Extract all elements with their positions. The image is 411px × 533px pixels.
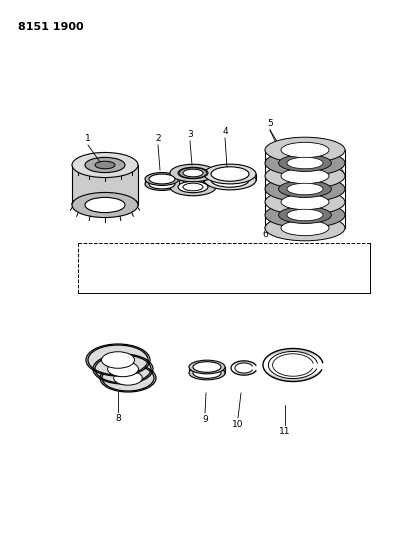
Polygon shape [204,174,211,180]
Ellipse shape [72,192,138,217]
Ellipse shape [94,354,152,384]
Ellipse shape [87,344,149,376]
Polygon shape [145,179,149,184]
Text: 6: 6 [262,230,268,239]
Ellipse shape [265,176,345,202]
Ellipse shape [149,174,175,184]
Ellipse shape [204,164,256,184]
Ellipse shape [189,366,225,380]
Ellipse shape [287,183,323,195]
Text: 8151 1900: 8151 1900 [18,22,83,32]
Ellipse shape [204,170,256,190]
Ellipse shape [189,360,225,374]
Text: 1: 1 [85,134,91,143]
Ellipse shape [179,182,207,192]
Polygon shape [189,367,193,373]
Ellipse shape [183,183,203,191]
Text: 5: 5 [267,119,273,128]
Ellipse shape [279,155,331,172]
Ellipse shape [265,215,345,241]
Ellipse shape [193,362,221,373]
Ellipse shape [145,177,179,190]
Polygon shape [72,165,138,205]
Polygon shape [249,174,256,180]
Ellipse shape [265,150,345,176]
Ellipse shape [265,137,345,163]
Ellipse shape [193,368,221,378]
Ellipse shape [279,207,331,223]
Ellipse shape [281,195,329,209]
Ellipse shape [170,164,216,182]
Ellipse shape [114,371,142,385]
Ellipse shape [178,181,208,193]
Polygon shape [221,367,225,373]
Ellipse shape [211,173,249,187]
Polygon shape [170,173,178,187]
Ellipse shape [95,161,115,169]
Ellipse shape [101,365,155,392]
Text: 11: 11 [279,427,291,436]
Ellipse shape [102,352,134,368]
Ellipse shape [287,157,323,169]
Ellipse shape [149,179,175,189]
Ellipse shape [281,142,329,158]
Polygon shape [208,173,216,187]
Ellipse shape [265,189,345,215]
Ellipse shape [85,197,125,213]
Ellipse shape [281,220,329,236]
Ellipse shape [170,178,216,196]
Text: 8: 8 [115,414,121,423]
Ellipse shape [265,163,345,189]
Ellipse shape [279,181,331,197]
Ellipse shape [108,361,139,377]
Ellipse shape [179,168,207,178]
Text: 2: 2 [155,134,161,143]
Ellipse shape [114,371,142,385]
Text: 7: 7 [330,141,336,150]
Ellipse shape [281,168,329,184]
Ellipse shape [108,361,139,377]
Ellipse shape [85,157,125,173]
Text: 4: 4 [222,127,228,136]
Ellipse shape [178,167,208,179]
Ellipse shape [72,152,138,177]
Text: 10: 10 [232,420,244,429]
Ellipse shape [287,209,323,221]
Ellipse shape [211,167,249,181]
Text: 3: 3 [187,130,193,139]
Text: 9: 9 [202,415,208,424]
Polygon shape [175,179,179,184]
Ellipse shape [183,169,203,177]
Ellipse shape [145,173,179,185]
Ellipse shape [265,202,345,228]
Ellipse shape [102,352,134,368]
